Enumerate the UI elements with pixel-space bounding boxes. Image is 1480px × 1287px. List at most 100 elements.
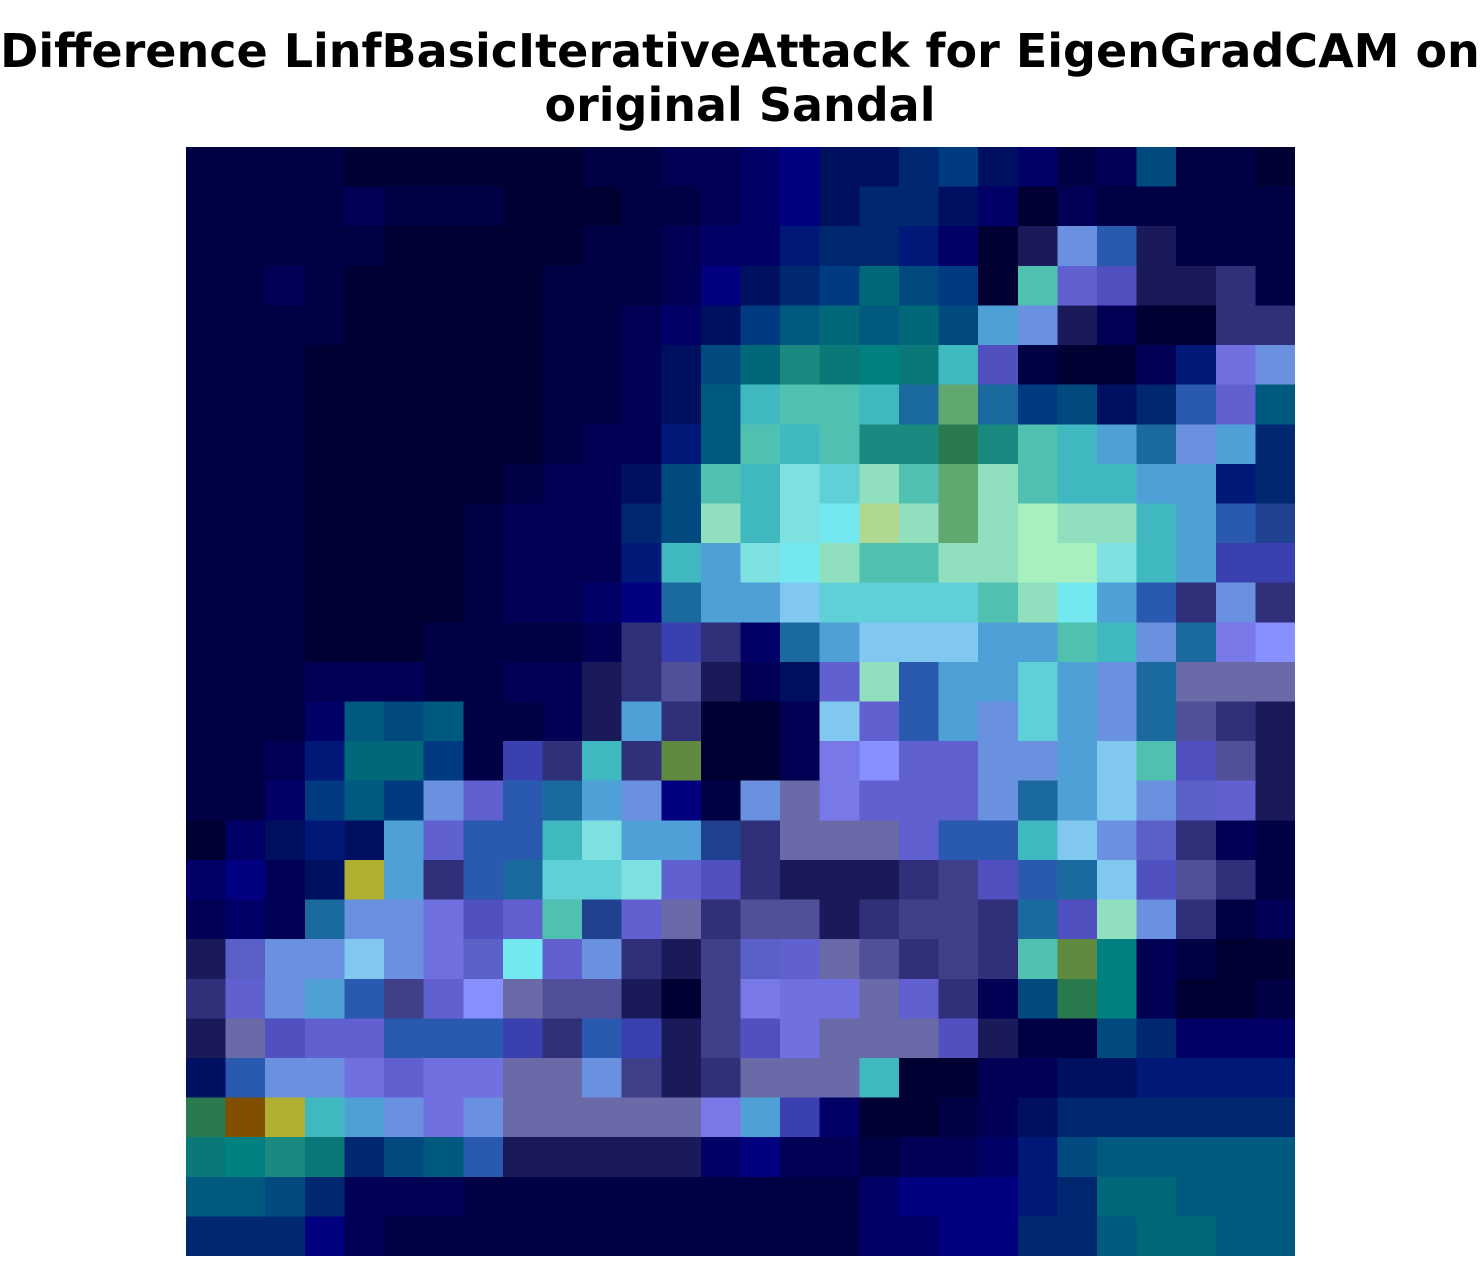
heatmap-cell-r27-c1 xyxy=(225,1216,266,1256)
heatmap-cell-r5-c12 xyxy=(661,345,702,386)
heatmap-cell-r7-c22 xyxy=(1057,424,1098,465)
heatmap-cell-r12-c6 xyxy=(423,622,464,663)
heatmap-cell-r10-c23 xyxy=(1096,543,1138,584)
heatmap-cell-r15-c24 xyxy=(1136,741,1177,782)
heatmap-cell-r13-c21 xyxy=(1017,661,1058,703)
heatmap-cell-r1-c15 xyxy=(780,186,821,227)
heatmap-cell-r8-c3 xyxy=(304,463,346,505)
heatmap-cell-r14-c27 xyxy=(1255,701,1295,742)
heatmap-cell-r20-c22 xyxy=(1057,939,1098,980)
heatmap-cell-r6-c10 xyxy=(582,384,623,425)
heatmap-cell-r8-c22 xyxy=(1057,463,1098,505)
heatmap-cell-r12-c17 xyxy=(859,622,900,663)
heatmap-cell-r8-c16 xyxy=(819,463,860,505)
heatmap-cell-r25-c18 xyxy=(898,1137,940,1178)
heatmap-cell-r13-c1 xyxy=(225,661,266,703)
heatmap-cell-r17-c1 xyxy=(225,820,266,861)
heatmap-cell-r2-c2 xyxy=(265,226,306,267)
heatmap-cell-r4-c12 xyxy=(661,305,702,346)
heatmap-cell-r26-c14 xyxy=(740,1176,781,1217)
heatmap-cell-r15-c25 xyxy=(1176,741,1217,782)
heatmap-cell-r10-c25 xyxy=(1176,543,1217,584)
heatmap-cell-r19-c7 xyxy=(463,899,504,940)
heatmap-cell-r11-c22 xyxy=(1057,582,1098,623)
heatmap-cell-r14-c9 xyxy=(542,701,583,742)
heatmap-cell-r3-c27 xyxy=(1255,265,1295,307)
heatmap-cell-r7-c15 xyxy=(780,424,821,465)
heatmap-cell-r20-c27 xyxy=(1255,939,1295,980)
heatmap-cell-r17-c19 xyxy=(938,820,979,861)
heatmap-cell-r21-c26 xyxy=(1215,978,1256,1019)
heatmap-cell-r17-c3 xyxy=(304,820,346,861)
heatmap-cell-r21-c8 xyxy=(502,978,544,1019)
heatmap-cell-r2-c14 xyxy=(740,226,781,267)
chart-title-line-1: Difference LinfBasicIterativeAttack for … xyxy=(0,24,1480,78)
heatmap-cell-r27-c16 xyxy=(819,1216,860,1256)
heatmap-cell-r10-c6 xyxy=(423,543,464,584)
heatmap-cell-r0-c18 xyxy=(898,147,940,188)
heatmap-cell-r9-c14 xyxy=(740,503,781,544)
heatmap-cell-r15-c6 xyxy=(423,741,464,782)
chart-title: Difference LinfBasicIterativeAttack for … xyxy=(0,24,1480,132)
heatmap-cell-r17-c25 xyxy=(1176,820,1217,861)
heatmap-cell-r16-c14 xyxy=(740,780,781,821)
heatmap-cell-r7-c25 xyxy=(1176,424,1217,465)
heatmap-cell-r0-c2 xyxy=(265,147,306,188)
heatmap-cell-r10-c3 xyxy=(304,543,346,584)
heatmap-cell-r3-c17 xyxy=(859,265,900,307)
heatmap-cell-r15-c3 xyxy=(304,741,346,782)
heatmap-cell-r21-c24 xyxy=(1136,978,1177,1019)
heatmap-cell-r27-c23 xyxy=(1096,1216,1138,1256)
heatmap-cell-r13-c4 xyxy=(344,661,385,703)
heatmap-cell-r5-c11 xyxy=(621,345,662,386)
heatmap-cell-r4-c14 xyxy=(740,305,781,346)
heatmap-cell-r26-c25 xyxy=(1176,1176,1217,1217)
heatmap-cell-r0-c12 xyxy=(661,147,702,188)
heatmap-cell-r15-c23 xyxy=(1096,741,1138,782)
heatmap-cell-r24-c7 xyxy=(463,1097,504,1138)
heatmap-cell-r2-c4 xyxy=(344,226,385,267)
heatmap-cell-r12-c25 xyxy=(1176,622,1217,663)
heatmap-cell-r3-c7 xyxy=(463,265,504,307)
heatmap-cell-r26-c20 xyxy=(978,1176,1019,1217)
heatmap-cell-r23-c10 xyxy=(582,1057,623,1099)
heatmap-cell-r15-c10 xyxy=(582,741,623,782)
heatmap-cell-r6-c24 xyxy=(1136,384,1177,425)
heatmap-cell-r13-c13 xyxy=(700,661,742,703)
heatmap-cell-r12-c10 xyxy=(582,622,623,663)
heatmap-cell-r18-c4 xyxy=(344,859,385,901)
heatmap-cell-r11-c3 xyxy=(304,582,346,623)
heatmap-cell-r23-c24 xyxy=(1136,1057,1177,1099)
heatmap-cell-r22-c21 xyxy=(1017,1018,1058,1059)
heatmap-cell-r13-c6 xyxy=(423,661,464,703)
heatmap-cell-r24-c25 xyxy=(1176,1097,1217,1138)
heatmap-cell-r5-c22 xyxy=(1057,345,1098,386)
heatmap-cell-r16-c16 xyxy=(819,780,860,821)
heatmap-cell-r6-c15 xyxy=(780,384,821,425)
heatmap-cell-r3-c11 xyxy=(621,265,662,307)
heatmap-cell-r8-c10 xyxy=(582,463,623,505)
heatmap-cell-r21-c7 xyxy=(463,978,504,1019)
heatmap-cell-r2-c9 xyxy=(542,226,583,267)
heatmap-cell-r14-c12 xyxy=(661,701,702,742)
heatmap-cell-r0-c14 xyxy=(740,147,781,188)
heatmap-cell-r13-c19 xyxy=(938,661,979,703)
heatmap-cell-r3-c8 xyxy=(502,265,544,307)
heatmap-cell-r23-c18 xyxy=(898,1057,940,1099)
heatmap-cell-r26-c3 xyxy=(304,1176,346,1217)
heatmap-cell-r3-c21 xyxy=(1017,265,1058,307)
heatmap-cell-r17-c0 xyxy=(186,820,227,861)
heatmap-cell-r17-c27 xyxy=(1255,820,1295,861)
heatmap-cell-r19-c17 xyxy=(859,899,900,940)
heatmap-cell-r23-c6 xyxy=(423,1057,464,1099)
heatmap-cell-r17-c16 xyxy=(819,820,860,861)
heatmap-cell-r3-c23 xyxy=(1096,265,1138,307)
heatmap-cell-r27-c4 xyxy=(344,1216,385,1256)
heatmap-cell-r11-c0 xyxy=(186,582,227,623)
heatmap-cell-r23-c7 xyxy=(463,1057,504,1099)
heatmap-cell-r5-c23 xyxy=(1096,345,1138,386)
heatmap-cell-r17-c23 xyxy=(1096,820,1138,861)
heatmap-cell-r14-c1 xyxy=(225,701,266,742)
heatmap-cell-r2-c26 xyxy=(1215,226,1256,267)
heatmap-cell-r16-c13 xyxy=(700,780,742,821)
